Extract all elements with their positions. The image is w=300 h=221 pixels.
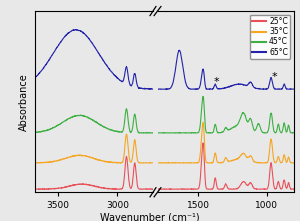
45°C bbox=[125, 107, 128, 110]
65°C bbox=[33, 77, 36, 79]
65°C bbox=[86, 37, 90, 39]
25°C bbox=[122, 180, 126, 183]
25°C bbox=[125, 155, 128, 158]
45°C bbox=[137, 131, 141, 134]
45°C bbox=[33, 131, 36, 134]
35°C bbox=[112, 161, 116, 164]
Text: *: * bbox=[272, 72, 278, 82]
35°C bbox=[86, 155, 90, 158]
65°C bbox=[54, 48, 57, 51]
25°C bbox=[86, 183, 90, 186]
25°C bbox=[112, 187, 116, 190]
65°C bbox=[112, 73, 116, 76]
25°C bbox=[54, 187, 58, 190]
25°C bbox=[103, 187, 106, 189]
65°C bbox=[63, 35, 67, 38]
35°C bbox=[122, 156, 125, 158]
45°C bbox=[103, 126, 106, 128]
35°C bbox=[54, 160, 57, 162]
45°C bbox=[151, 131, 155, 134]
65°C bbox=[147, 88, 151, 90]
35°C bbox=[63, 157, 67, 160]
Line: 45°C: 45°C bbox=[34, 109, 153, 133]
35°C bbox=[33, 162, 36, 164]
Text: Wavenumber (cm⁻¹): Wavenumber (cm⁻¹) bbox=[100, 213, 200, 221]
45°C bbox=[112, 130, 116, 132]
25°C bbox=[33, 187, 36, 190]
45°C bbox=[63, 120, 67, 122]
65°C bbox=[103, 61, 106, 64]
35°C bbox=[151, 162, 155, 164]
45°C bbox=[86, 117, 90, 120]
25°C bbox=[63, 185, 67, 188]
Y-axis label: Absorbance: Absorbance bbox=[19, 73, 29, 131]
Line: 35°C: 35°C bbox=[34, 134, 153, 163]
45°C bbox=[122, 126, 125, 129]
25°C bbox=[151, 188, 155, 191]
Text: *: * bbox=[213, 77, 219, 87]
45°C bbox=[54, 126, 57, 128]
35°C bbox=[125, 133, 128, 136]
Line: 25°C: 25°C bbox=[34, 156, 153, 189]
35°C bbox=[103, 160, 106, 162]
65°C bbox=[151, 88, 155, 90]
65°C bbox=[74, 28, 78, 31]
Legend: 25°C, 35°C, 45°C, 65°C: 25°C, 35°C, 45°C, 65°C bbox=[250, 15, 290, 59]
25°C bbox=[33, 188, 37, 191]
65°C bbox=[122, 77, 126, 80]
Line: 65°C: 65°C bbox=[34, 30, 153, 89]
